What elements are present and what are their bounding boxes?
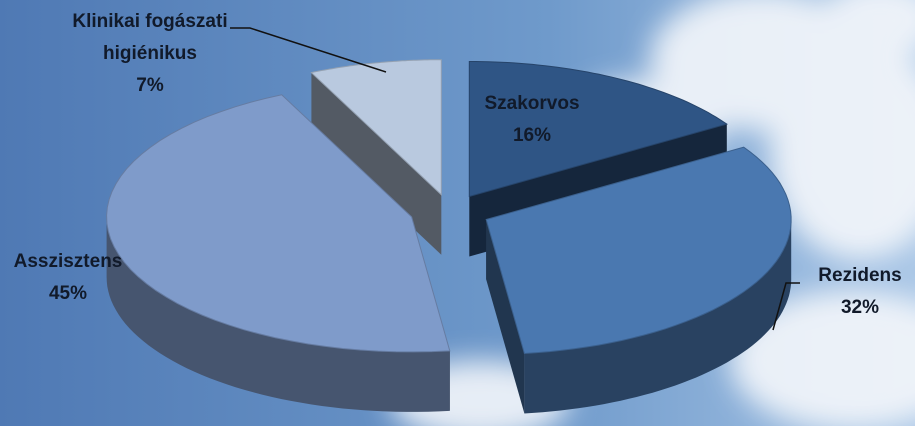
slice <box>106 94 451 353</box>
category-label: Szakorvos <box>484 93 580 114</box>
slice <box>485 146 792 355</box>
data-label: Asszisztens 45% <box>0 246 138 310</box>
category-label: Asszisztens <box>13 251 123 272</box>
category-label: Klinikai fogászati higiénikus <box>72 11 228 64</box>
slice-side <box>524 219 792 414</box>
data-label: Rezidens 32% <box>800 260 915 324</box>
value-label: 45% <box>48 283 88 304</box>
leader-line <box>772 282 800 331</box>
value-label: 16% <box>512 125 552 146</box>
leader-line <box>230 27 387 73</box>
value-label: 32% <box>840 297 880 318</box>
slice <box>468 61 728 198</box>
slice-side <box>106 216 450 412</box>
slice <box>310 59 442 196</box>
pie <box>106 59 792 414</box>
slice-side <box>486 219 525 414</box>
slice-side <box>311 72 442 255</box>
data-label: Klinikai fogászati higiénikus 7% <box>45 6 255 102</box>
value-label: 7% <box>136 75 164 96</box>
category-label: Rezidens <box>818 265 902 286</box>
data-label: Szakorvos 16% <box>452 88 612 152</box>
